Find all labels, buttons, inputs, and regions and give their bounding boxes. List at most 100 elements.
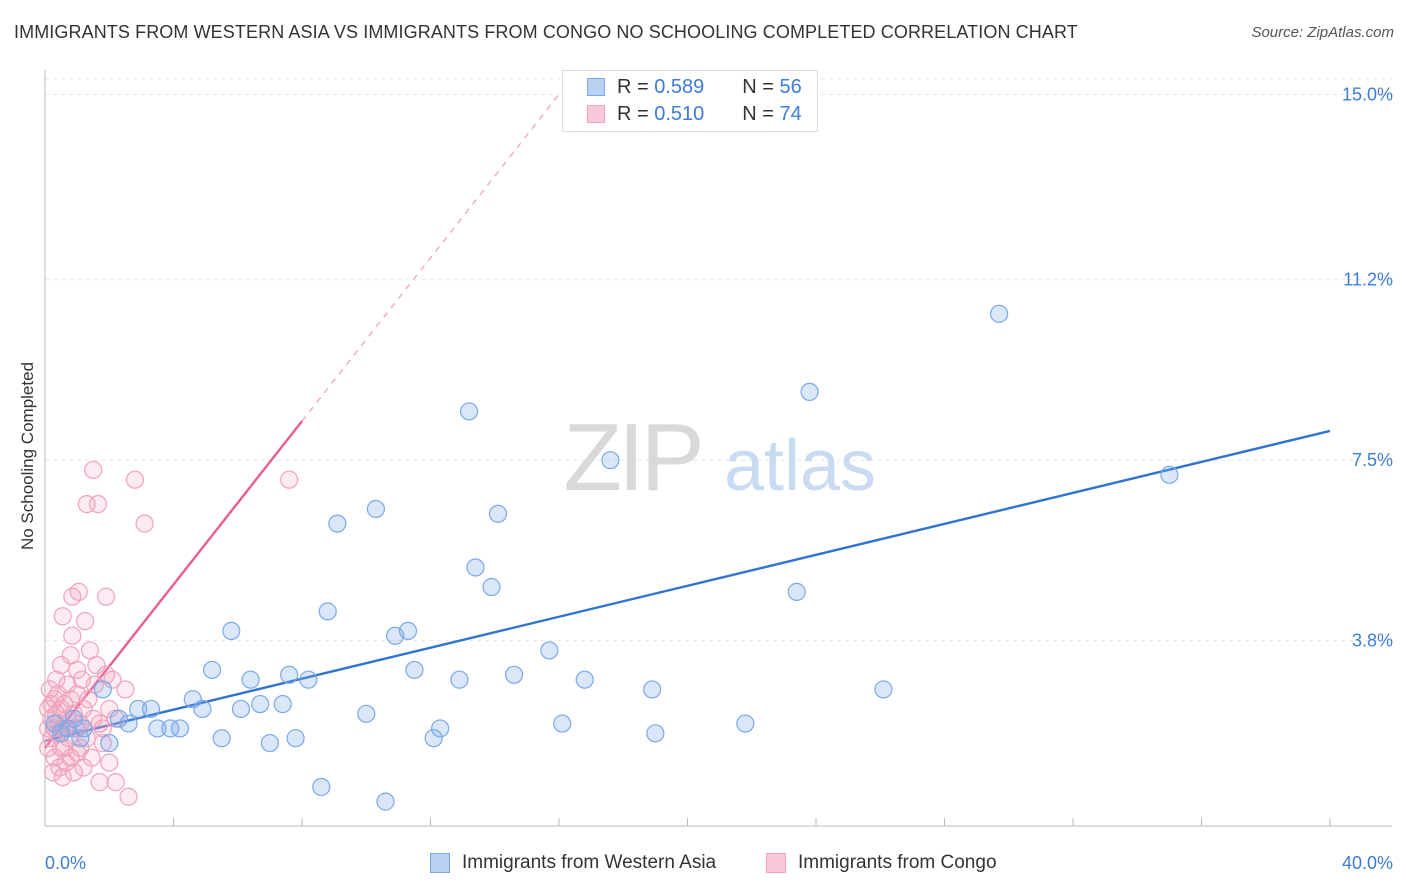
- point-western-asia: [990, 304, 1009, 323]
- point-western-asia: [280, 665, 299, 684]
- point-western-asia: [405, 660, 424, 680]
- bottom-legend-label-western-asia: Immigrants from Western Asia: [462, 852, 717, 873]
- correlation-legend: R = 0.589 N = 56 R = 0.510 N = 74: [562, 70, 818, 132]
- point-congo: [84, 460, 103, 480]
- point-western-asia: [450, 670, 469, 689]
- point-western-asia: [328, 514, 347, 533]
- point-western-asia: [459, 402, 479, 421]
- legend-r-value: 0.510: [654, 102, 705, 125]
- point-congo: [47, 670, 66, 689]
- point-western-asia: [161, 719, 180, 738]
- point-western-asia: [251, 694, 270, 714]
- point-western-asia: [148, 719, 167, 738]
- point-congo: [88, 494, 108, 514]
- point-western-asia: [129, 699, 148, 719]
- point-western-asia: [193, 699, 212, 719]
- y-tick-label: 7.5%: [1352, 450, 1393, 470]
- point-western-asia: [222, 621, 241, 641]
- point-congo: [53, 607, 72, 626]
- point-congo: [45, 690, 64, 709]
- trend-lines: [44, 93, 1331, 749]
- tick-labels: 3.8% 7.5% 11.2% 15.0% 0.0% 40.0%: [45, 84, 1393, 873]
- point-western-asia: [312, 777, 331, 797]
- point-congo: [119, 787, 138, 806]
- bottom-legend-label-congo: Immigrants from Congo: [798, 852, 997, 873]
- point-western-asia: [71, 729, 90, 748]
- point-western-asia: [736, 714, 755, 733]
- trend-line-western-asia: [44, 429, 1331, 742]
- bottom-legend-swatch-western-asia: [430, 853, 450, 873]
- point-western-asia: [398, 621, 418, 641]
- legend-n-label: N =: [742, 75, 774, 98]
- point-western-asia: [1160, 465, 1179, 484]
- point-congo: [55, 738, 74, 758]
- point-western-asia: [212, 729, 231, 748]
- point-western-asia: [488, 504, 508, 523]
- point-congo: [100, 699, 119, 719]
- trend-line-congo: [44, 420, 303, 749]
- point-western-asia: [504, 665, 524, 684]
- point-congo: [39, 738, 58, 758]
- legend-row-congo: R = 0.510 N = 74: [587, 102, 802, 126]
- point-western-asia: [241, 670, 260, 689]
- point-congo: [93, 733, 112, 753]
- data-points: [39, 304, 1179, 811]
- point-western-asia: [366, 499, 385, 519]
- x-tick-label: 0.0%: [45, 853, 86, 873]
- bottom-legend-swatch-congo: [766, 853, 786, 873]
- point-congo: [64, 763, 84, 782]
- point-western-asia: [299, 670, 318, 689]
- legend-r-label: R =: [617, 102, 649, 125]
- point-western-asia: [318, 602, 337, 621]
- legend-swatch-congo: [587, 105, 605, 123]
- point-western-asia: [74, 719, 93, 738]
- legend-row-western-asia: R = 0.589 N = 56: [587, 75, 802, 99]
- point-congo: [116, 680, 135, 699]
- y-tick-label: 15.0%: [1342, 84, 1393, 104]
- point-western-asia: [183, 690, 202, 709]
- point-western-asia: [109, 709, 128, 728]
- legend-r-value: 0.589: [654, 75, 705, 98]
- point-western-asia: [482, 577, 501, 597]
- point-congo: [74, 699, 93, 719]
- y-tick-label: 11.2%: [1343, 270, 1393, 290]
- chart-title: IMMIGRANTS FROM WESTERN ASIA VS IMMIGRAN…: [14, 22, 1078, 42]
- axes: [44, 70, 1392, 827]
- point-congo: [106, 773, 125, 792]
- point-western-asia: [260, 733, 279, 753]
- point-congo: [69, 582, 88, 601]
- point-congo: [96, 587, 116, 606]
- point-congo: [100, 753, 119, 772]
- watermark-atlas: atlas: [724, 426, 876, 506]
- point-western-asia: [540, 641, 559, 660]
- point-western-asia: [357, 704, 376, 723]
- bottom-legend-western-asia: Immigrants from Western Asia: [430, 852, 716, 874]
- legend-n-value: 74: [779, 102, 802, 125]
- gridlines: [45, 78, 1392, 642]
- point-congo: [96, 665, 116, 684]
- point-congo: [76, 612, 95, 631]
- point-congo: [280, 470, 299, 489]
- point-western-asia: [231, 699, 251, 719]
- point-western-asia: [424, 729, 443, 748]
- point-western-asia: [100, 733, 119, 753]
- point-congo: [42, 694, 61, 714]
- point-western-asia: [273, 694, 292, 714]
- point-western-asia: [553, 714, 572, 733]
- bottom-legend-congo: Immigrants from Congo: [766, 852, 997, 874]
- point-western-asia: [466, 558, 485, 577]
- point-western-asia: [93, 680, 112, 699]
- watermark-zip: ZIP: [563, 404, 700, 511]
- point-western-asia: [58, 719, 77, 738]
- legend-n-value: 56: [779, 75, 802, 98]
- point-congo: [90, 773, 109, 792]
- legend-swatch-western-asia: [587, 78, 605, 96]
- trend-line-congo-extension: [301, 93, 560, 422]
- legend-n-label: N =: [742, 102, 774, 125]
- point-western-asia: [119, 714, 138, 733]
- point-western-asia: [64, 709, 84, 728]
- point-western-asia: [376, 792, 395, 811]
- y-tick-label: 3.8%: [1352, 631, 1393, 651]
- point-western-asia: [286, 729, 305, 748]
